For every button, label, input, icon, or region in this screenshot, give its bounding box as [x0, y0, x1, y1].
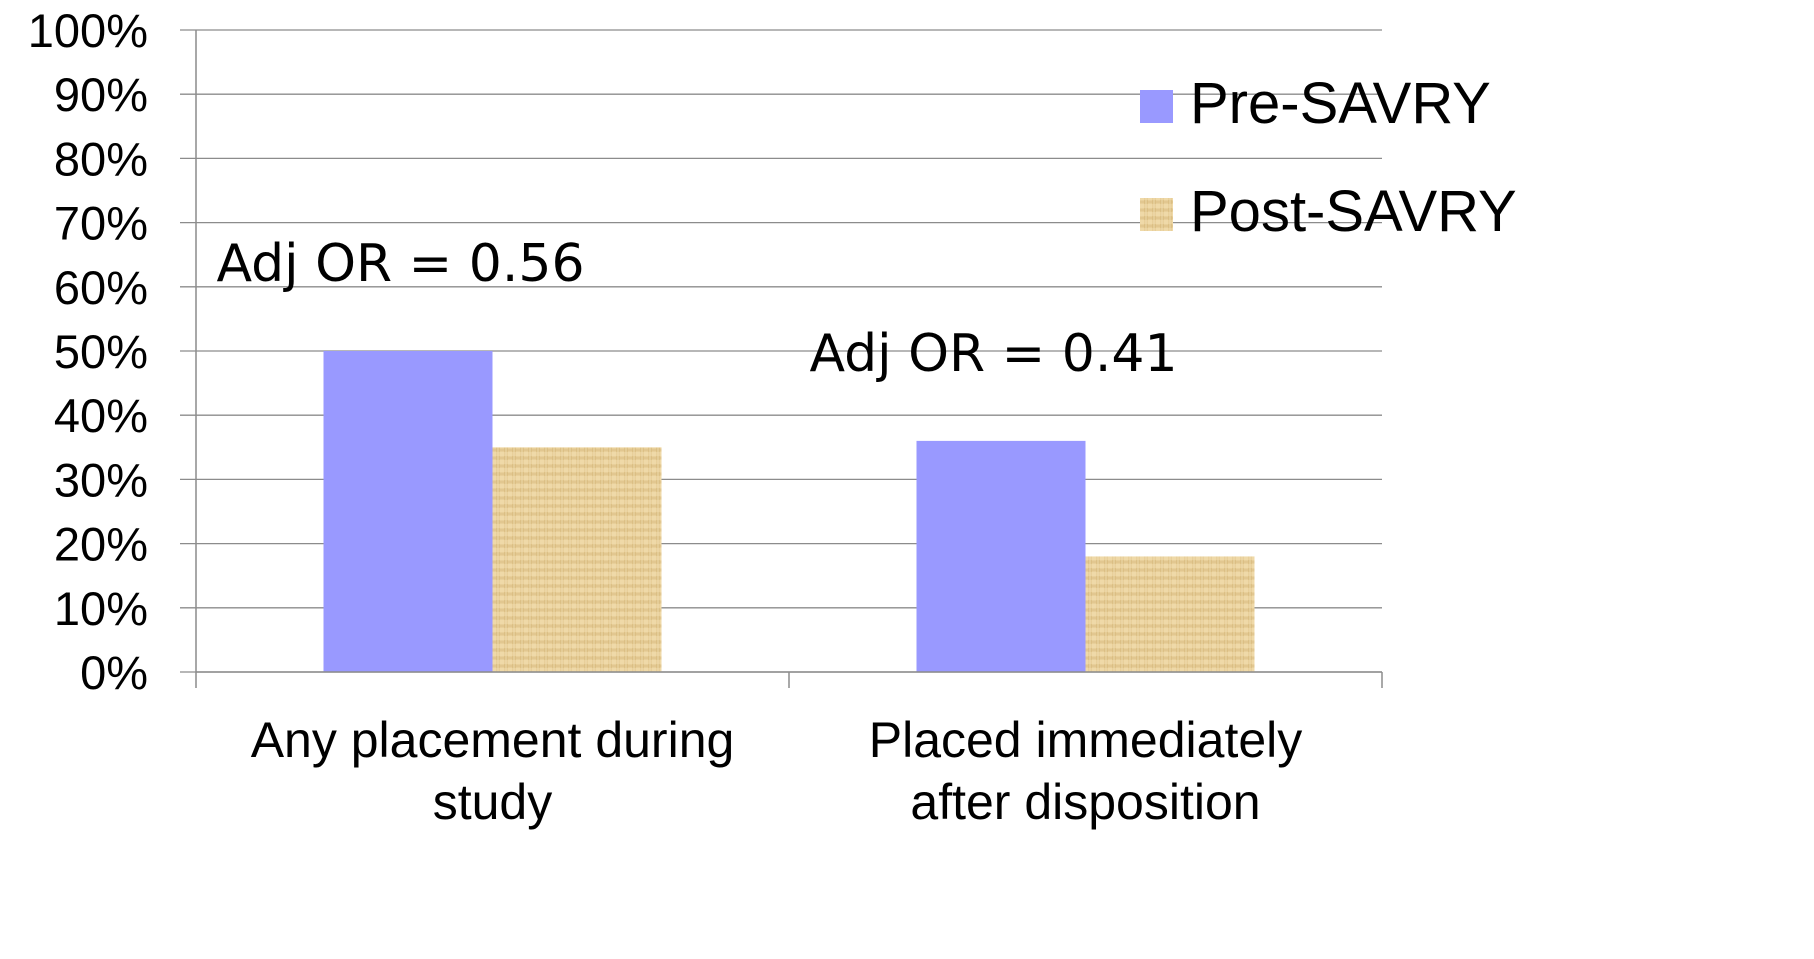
y-tick-label: 0% — [80, 646, 148, 699]
y-tick-label: 80% — [54, 132, 148, 185]
y-tick-label: 50% — [54, 325, 148, 378]
x-tick-label: after disposition — [910, 774, 1260, 830]
y-tick-label: 20% — [54, 518, 148, 571]
legend-swatch-post-savry — [1140, 198, 1173, 231]
bar-post-savry-0 — [492, 447, 662, 672]
y-tick-label: 90% — [54, 68, 148, 121]
legend-label: Post-SAVRY — [1190, 179, 1517, 244]
y-tick-label: 30% — [54, 453, 148, 506]
y-tick-label: 100% — [28, 4, 148, 57]
y-tick-label: 70% — [54, 197, 148, 250]
x-tick-label: study — [433, 774, 553, 830]
y-tick-label: 10% — [54, 582, 148, 635]
y-tick-label: 60% — [54, 261, 148, 314]
bar-pre-savry-0 — [323, 351, 493, 672]
bar-post-savry-1 — [1085, 556, 1255, 672]
bar-pre-savry-1 — [916, 440, 1086, 672]
annotation-adj-or: Adj OR = 0.56 — [216, 234, 584, 294]
bars — [323, 351, 1255, 672]
axes: 0% 10% 20% 30% 40% 50% 60% 70% 80% 90% 100% Any pla… — [28, 4, 1383, 830]
annotation-adj-or: Adj OR = 0.41 — [809, 324, 1177, 384]
x-tick-label: Any placement during — [251, 712, 735, 768]
y-tick-label: 40% — [54, 389, 148, 442]
legend: Pre-SAVRY Post-SAVRY — [1140, 71, 1517, 244]
legend-swatch-pre-savry — [1140, 90, 1173, 123]
x-tick-label: Placed immediately — [869, 712, 1303, 768]
annotations: Adj OR = 0.56 Adj OR = 0.41 — [216, 234, 1177, 384]
legend-label: Pre-SAVRY — [1190, 71, 1491, 136]
